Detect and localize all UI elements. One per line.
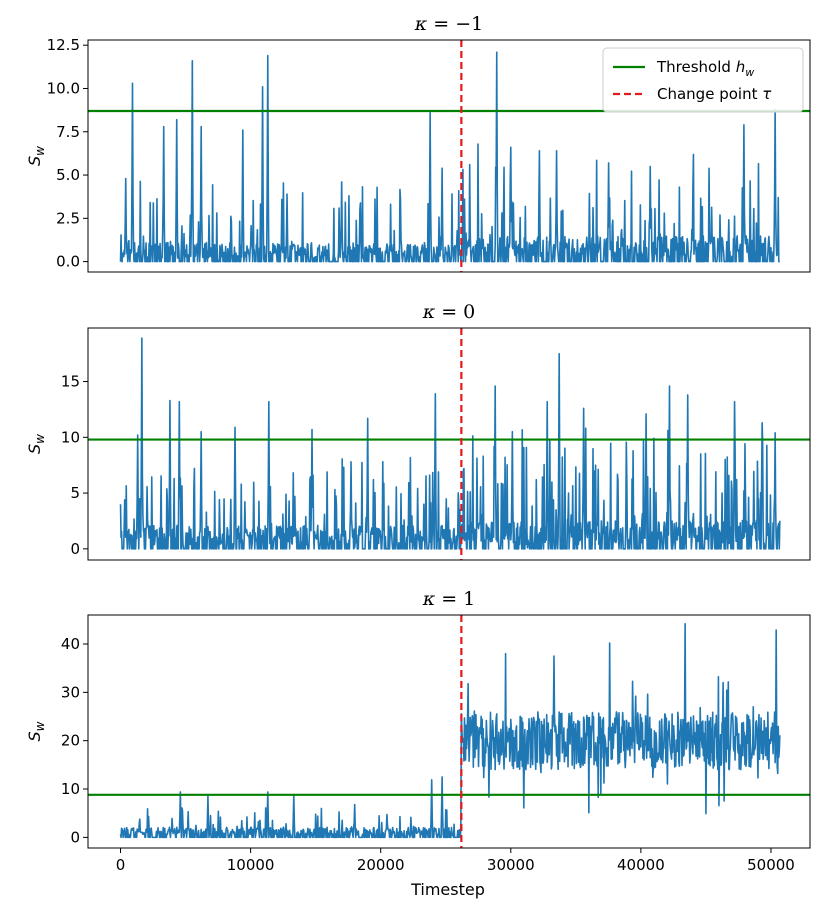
legend-label-var: τ: [762, 85, 772, 103]
x-axis-label: Timestep: [410, 880, 485, 899]
x-tick-label: 20000: [357, 856, 405, 874]
legend-box: [602, 47, 804, 113]
y-axis-label-var: S: [25, 156, 44, 166]
y-tick-label: 10: [61, 780, 80, 798]
panel-title-value: = 0: [435, 301, 475, 323]
y-tick-label: 12.5: [47, 36, 80, 54]
y-tick-label: 0: [70, 540, 80, 558]
panel-title-kappa: κ: [414, 13, 428, 35]
legend-label-main: Change point: [657, 85, 762, 103]
panel-title: κ = 0: [422, 301, 476, 323]
series-line: [119, 337, 781, 550]
y-tick-label: 5.0: [56, 166, 80, 184]
series-line: [119, 51, 781, 263]
y-axis-label-var: S: [25, 731, 44, 741]
panel-3: κ = 1 0 10 20 30 40 Sw 0 10000 20000 30000 40000 500…: [25, 588, 811, 874]
y-axis-label-sub: w: [33, 721, 47, 731]
panel-title: κ = −1: [414, 13, 483, 35]
panel-2: κ = 0 0 5 10 15 Sw: [25, 301, 811, 561]
x-tick-label: 30000: [487, 856, 535, 874]
legend-label-main: Threshold: [656, 58, 736, 76]
y-tick-label: 40: [61, 635, 80, 653]
y-tick-label: 20: [61, 732, 80, 750]
x-tick-label: 0: [116, 856, 126, 874]
y-axis-label: Sw: [25, 146, 47, 166]
y-tick-label: 0: [70, 828, 80, 846]
x-tick-label: 10000: [227, 856, 275, 874]
legend-label-sub: w: [745, 66, 754, 79]
panel-title-kappa: κ: [422, 301, 436, 323]
legend-label: Change point τ: [657, 85, 772, 103]
y-tick-label: 0.0: [56, 253, 80, 271]
panel-title: κ = 1: [422, 588, 476, 610]
x-tick-label: 40000: [617, 856, 665, 874]
legend-label: Threshold hw: [656, 58, 754, 79]
series-line: [119, 622, 781, 839]
y-axis-label-sub: w: [33, 146, 47, 156]
y-axis-label-var: S: [25, 444, 44, 454]
x-tick-label: 50000: [747, 856, 795, 874]
legend-label-var: h: [736, 58, 746, 76]
y-tick-label: 15: [61, 373, 80, 391]
panel-title-value: = 1: [435, 588, 475, 610]
y-axis-label: Sw: [25, 434, 47, 454]
y-axis-label: Sw: [25, 721, 47, 741]
panel-title-kappa: κ: [422, 588, 436, 610]
y-tick-label: 30: [61, 683, 80, 701]
plot-frame: [87, 39, 811, 273]
panel-title-value: = −1: [427, 13, 483, 35]
y-tick-label: 2.5: [56, 209, 80, 227]
y-axis-label-sub: w: [33, 434, 47, 444]
plot-frame: [87, 614, 811, 849]
y-tick-label: 7.5: [56, 123, 80, 141]
y-tick-label: 5: [70, 484, 80, 502]
plot-frame: [87, 327, 811, 561]
y-tick-label: 10.0: [47, 79, 80, 97]
y-tick-label: 10: [61, 428, 80, 446]
